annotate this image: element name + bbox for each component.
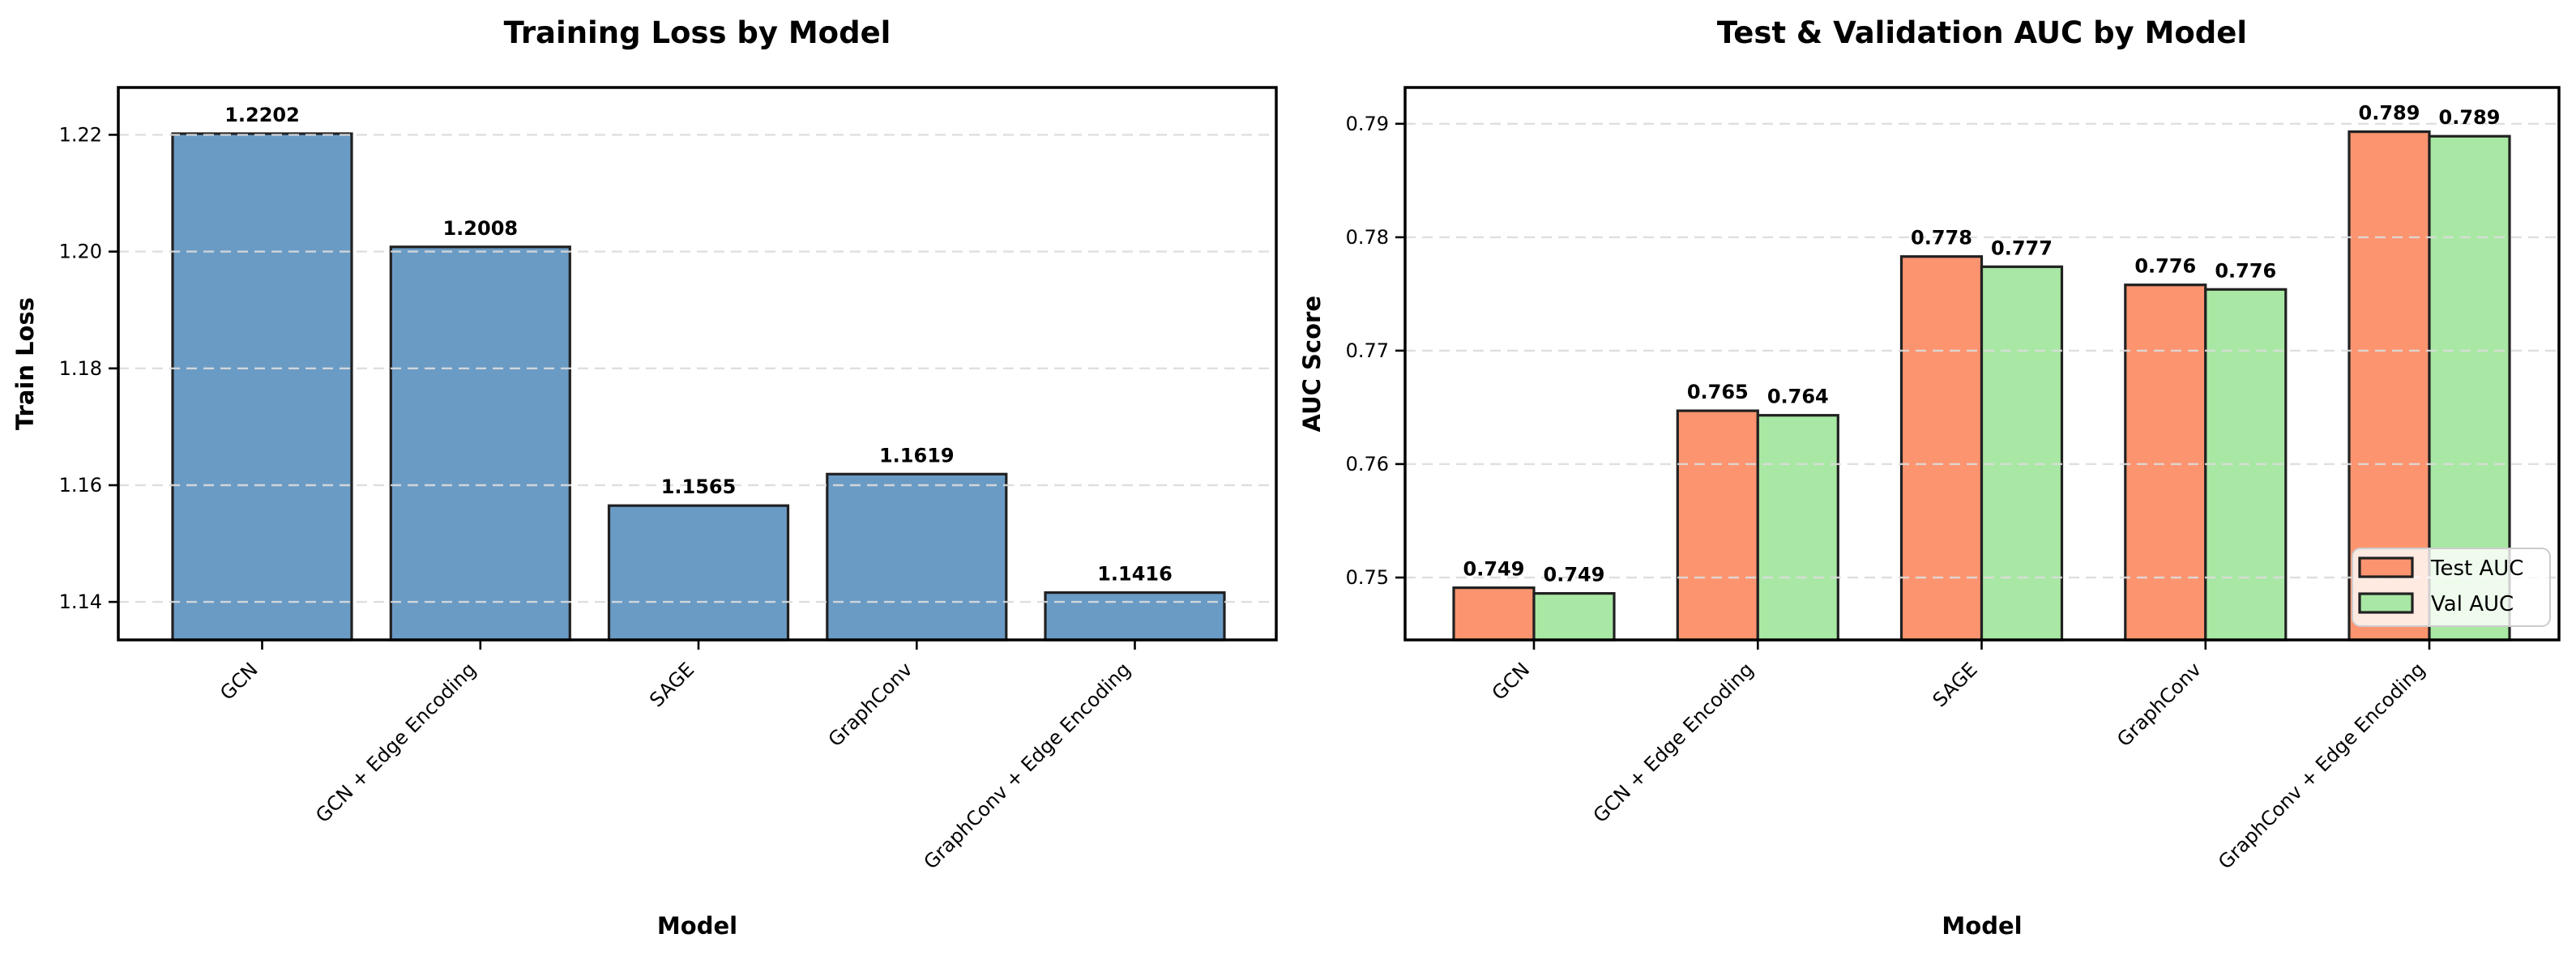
y-tick-label: 1.16	[59, 474, 102, 497]
x-axis-ticks: GCN GCN + Edge Encoding SAGE GraphConv Graph…	[1488, 640, 2431, 874]
y-gridlines	[118, 134, 1276, 603]
left-x-axis-label: Model	[656, 912, 738, 940]
value-labels: 1.2202 1.2008 1.1565 1.1619 1.1416	[224, 104, 1173, 586]
bar	[1452, 586, 1536, 642]
axes-frame	[117, 86, 1278, 642]
bar-value-label: 1.1619	[879, 444, 955, 467]
bar-value-label: 1.1416	[1097, 563, 1173, 586]
auc-chart: 0.749 0.765 0.778 0.776 0.789 0.749 0.764 0.777…	[1346, 86, 2561, 874]
x-tick-label: GCN + Edge Encoding	[1589, 658, 1758, 827]
legend: Test AUC Val AUC	[2352, 548, 2551, 627]
bar	[1676, 409, 1759, 642]
x-tick-label: GCN + Edge Encoding	[311, 658, 481, 827]
y-tick-label: 1.18	[59, 357, 102, 380]
y-tick-label: 1.22	[59, 123, 102, 146]
bar	[1044, 590, 1226, 642]
bar-value-label: 0.776	[2134, 255, 2196, 278]
legend-label: Val AUC	[2431, 592, 2514, 616]
x-tick-label: GraphConv	[824, 658, 917, 751]
bar	[1899, 255, 1984, 642]
left-y-axis-label-text: Train Loss	[11, 296, 39, 431]
bar-value-label: 0.749	[1463, 558, 1525, 581]
bar	[2124, 284, 2207, 642]
x-tick-label: GraphConv	[2112, 658, 2206, 751]
bar	[826, 472, 1008, 642]
value-labels: 0.749 0.765 0.778 0.776 0.789 0.749 0.764 0.777…	[1463, 102, 2501, 586]
y-axis-ticks: 1.14 1.16 1.18 1.20 1.22	[59, 123, 118, 613]
right-chart-title: Test & Validation AUC by Model	[1716, 15, 2248, 50]
bar-value-label: 0.777	[1991, 237, 2053, 259]
x-tick-label: GraphConv + Edge Encoding	[920, 658, 1135, 873]
x-tick-label: GraphConv + Edge Encoding	[2214, 658, 2429, 873]
bar-value-label: 1.2008	[442, 217, 518, 240]
left-chart-title: Training Loss by Model	[503, 15, 891, 50]
y-axis-ticks: 0.75 0.76 0.77 0.78 0.79	[1346, 113, 1405, 589]
right-y-axis-label-text: AUC Score	[1298, 295, 1326, 433]
x-axis-ticks: GCN GCN + Edge Encoding SAGE GraphConv Graph…	[216, 640, 1136, 874]
bar-value-label: 0.776	[2215, 259, 2276, 282]
bar-value-label: 1.1565	[661, 475, 737, 498]
bar-value-label: 0.764	[1767, 386, 1829, 408]
y-tick-label: 0.78	[1346, 226, 1389, 249]
bar-value-label: 0.765	[1687, 381, 1749, 403]
x-tick-label: GCN	[1488, 658, 1534, 704]
bar-value-label: 0.789	[2439, 106, 2501, 129]
bar-value-label: 0.749	[1544, 564, 1605, 586]
bar	[171, 132, 353, 642]
bar	[1980, 265, 2064, 642]
right-x-axis-label: Model	[1942, 912, 2023, 940]
y-tick-label: 0.75	[1346, 566, 1389, 589]
bar-value-label: 1.2202	[224, 104, 300, 126]
left-y-axis-label: Train Loss	[6, 87, 45, 640]
bar-value-label: 0.789	[2359, 102, 2420, 125]
legend-swatch	[2358, 556, 2414, 578]
bar	[1532, 591, 1616, 642]
y-tick-label: 0.77	[1346, 339, 1389, 362]
legend-label: Test AUC	[2430, 556, 2523, 581]
bar	[607, 504, 790, 642]
x-tick-label: GCN	[216, 658, 262, 704]
bars	[1452, 130, 2511, 642]
x-tick-label: SAGE	[645, 658, 698, 711]
y-tick-label: 1.14	[59, 590, 102, 613]
bar	[389, 245, 571, 642]
bar	[1756, 414, 1839, 642]
x-tick-label: SAGE	[1929, 658, 1982, 711]
y-tick-label: 0.76	[1346, 453, 1389, 475]
bar-value-label: 0.778	[1911, 227, 1972, 249]
legend-swatch	[2358, 592, 2414, 614]
bars	[171, 132, 1226, 642]
training-loss-chart: 1.22021.20081.15651.16191.14161.141.161.…	[59, 86, 1278, 874]
y-tick-label: 1.20	[59, 241, 102, 263]
right-y-axis-label: AUC Score	[1292, 87, 1331, 640]
y-tick-label: 0.79	[1346, 113, 1389, 135]
